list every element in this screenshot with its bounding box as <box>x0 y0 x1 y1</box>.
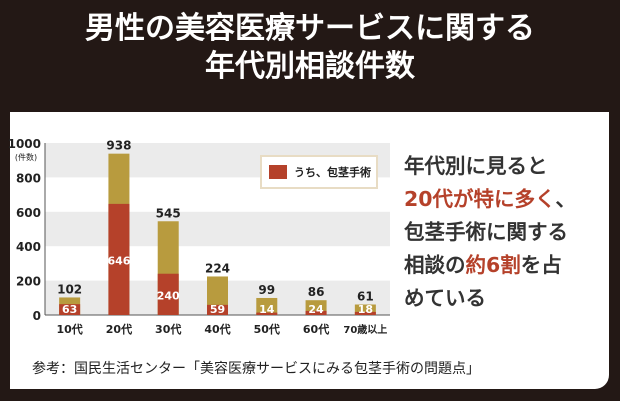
highlight-ratio: 約6割 <box>465 253 521 277</box>
y-tick-label: 1000 <box>8 137 41 151</box>
x-tick-label: 40代 <box>204 322 230 336</box>
subset-value-label: 59 <box>210 303 225 316</box>
chart-legend: うち、包茎手術 <box>260 155 378 189</box>
bar-total <box>354 304 376 315</box>
subset-value-label: 24 <box>308 303 324 316</box>
y-tick-label: 400 <box>16 240 41 254</box>
message-line-3: 包茎手術に関する <box>404 220 568 244</box>
bar-subset <box>157 273 179 315</box>
page-title: 男性の美容医療サービスに関する 年代別相談件数 <box>0 10 620 86</box>
y-tick-label: 0 <box>33 309 41 323</box>
total-value-label: 61 <box>357 290 374 304</box>
bar-subset <box>207 304 228 315</box>
key-message: 年代別に見ると 20代が特に多く、 包茎手術に関する 相談の約6割を占 めている <box>404 150 576 315</box>
y-tick-label: 600 <box>16 206 41 220</box>
y-tick-label: 800 <box>16 171 41 185</box>
total-value-label: 938 <box>106 139 131 153</box>
message-text: 相談の <box>404 253 466 277</box>
bar-subset <box>354 311 376 315</box>
subset-value-label: 14 <box>259 303 275 316</box>
message-line-1: 年代別に見ると <box>404 154 548 178</box>
y-tick-label: 200 <box>16 275 41 289</box>
subset-value-label: 63 <box>62 303 77 316</box>
x-tick-label: 20代 <box>106 322 132 336</box>
total-value-label: 99 <box>258 283 275 297</box>
title-line-1: 男性の美容医療サービスに関する <box>85 11 535 46</box>
highlight-20s: 20代が特に多く <box>404 187 556 211</box>
message-line-5: めている <box>404 286 486 310</box>
x-tick-label: 50代 <box>254 322 280 336</box>
legend-label: うち、包茎手術 <box>294 166 371 179</box>
message-line-2: 20代が特に多く、 <box>404 183 576 216</box>
subset-value-label: 646 <box>107 254 130 267</box>
legend-swatch <box>269 165 287 179</box>
total-value-label: 224 <box>205 261 230 275</box>
message-text: を占 <box>520 253 562 277</box>
total-value-label: 102 <box>57 282 82 296</box>
total-value-label: 545 <box>156 206 181 220</box>
total-value-label: 86 <box>308 285 325 299</box>
bar-subset <box>59 304 81 315</box>
y-axis-label: (件数) <box>15 152 37 162</box>
x-tick-label: 30代 <box>155 322 181 336</box>
grid-band <box>45 211 390 247</box>
source-note: 参考：国民生活センター「美容医療サービスにみる包茎手術の問題点」 <box>32 361 480 377</box>
bar-subset <box>305 310 327 315</box>
bar-subset <box>108 203 130 315</box>
x-tick-label: 60代 <box>303 322 329 336</box>
subset-value-label: 18 <box>358 303 373 316</box>
x-tick-label: 70歳以上 <box>343 323 387 336</box>
x-tick-label: 10代 <box>56 322 82 336</box>
message-punct: 、 <box>555 187 577 211</box>
message-line-4: 相談の約6割を占 <box>404 249 576 282</box>
subset-value-label: 240 <box>157 289 180 302</box>
title-line-2: 年代別相談件数 <box>205 49 415 84</box>
bar-subset <box>256 312 278 315</box>
bar-total <box>256 297 278 315</box>
